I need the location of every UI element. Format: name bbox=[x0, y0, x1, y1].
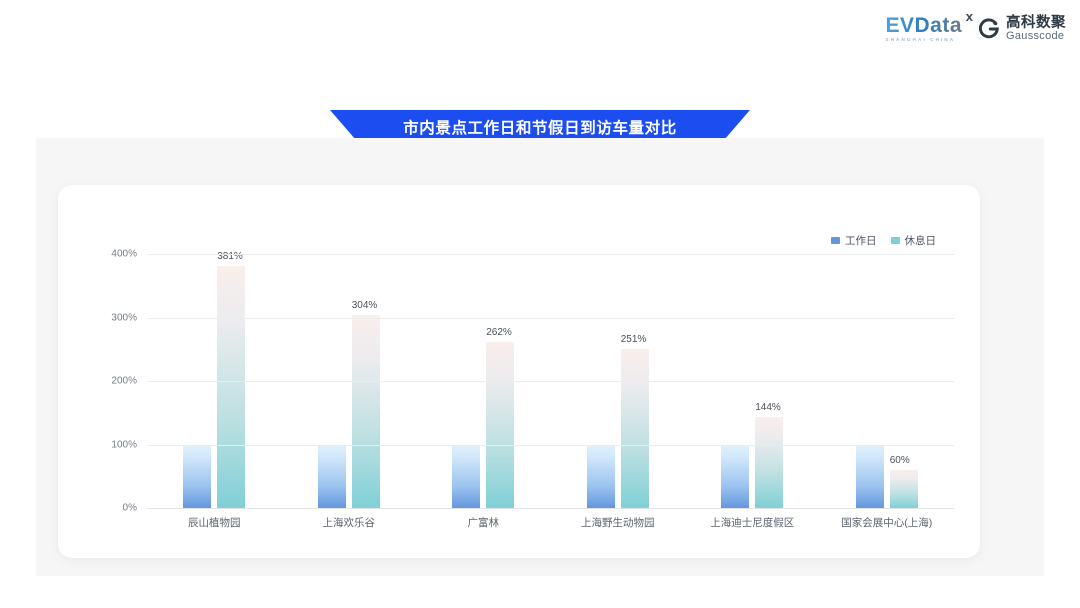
chart-plot-area: 381% 304% 262% 251% 144% 60% 0% 100% 200% 300% 40… bbox=[58, 185, 980, 558]
y-gridline bbox=[147, 254, 954, 255]
bar-rect[interactable] bbox=[586, 444, 615, 508]
bar-weekday[interactable] bbox=[855, 444, 884, 508]
y-axis-tick-label: 400% bbox=[111, 248, 137, 260]
y-axis-tick-label: 100% bbox=[111, 439, 137, 450]
evdata-logo-icon: EVData x SHANGHAI CHINA bbox=[885, 10, 973, 43]
bar-weekday[interactable] bbox=[452, 444, 481, 508]
bar-rect[interactable]: 381% bbox=[217, 251, 246, 508]
legend-label: 工作日 bbox=[845, 235, 877, 247]
legend-swatch-icon bbox=[890, 237, 900, 244]
bar-rect[interactable] bbox=[452, 444, 481, 508]
bar-value-label: 251% bbox=[620, 333, 647, 345]
bar-restday[interactable]: 144% bbox=[755, 402, 784, 508]
bar-restday[interactable]: 60% bbox=[889, 455, 918, 508]
evdata-superscript-x: x bbox=[965, 9, 973, 25]
gausscode-en-name: Gausscode bbox=[1006, 29, 1065, 42]
gausscode-cn-name: 高科数聚 bbox=[1006, 14, 1066, 31]
legend-item-weekday[interactable]: 工作日 bbox=[831, 233, 877, 248]
x-axis-category-label: 辰山植物园 bbox=[188, 517, 241, 529]
bar-value-label: 381% bbox=[217, 251, 243, 263]
bar-rect[interactable]: 304% bbox=[351, 300, 380, 508]
x-axis-category-label: 上海迪士尼度假区 bbox=[710, 517, 795, 529]
x-axis-category-label: 上海欢乐谷 bbox=[322, 517, 376, 529]
bar-value-label: 60% bbox=[889, 454, 910, 466]
bar-value-label: 262% bbox=[486, 326, 512, 338]
brand-bar: EVData x SHANGHAI CHINA 高科数聚 Gausscode bbox=[885, 10, 1066, 46]
x-axis-baseline bbox=[147, 508, 954, 509]
evdata-tagline: SHANGHAI CHINA bbox=[885, 37, 956, 43]
bar-weekday[interactable] bbox=[721, 444, 750, 508]
legend-label: 休息日 bbox=[904, 235, 937, 247]
y-axis-tick-label: 200% bbox=[111, 375, 137, 387]
y-axis-tick-label: 300% bbox=[111, 312, 137, 323]
bar-restday[interactable]: 262% bbox=[486, 327, 515, 508]
bar-value-label: 304% bbox=[351, 299, 378, 311]
evdata-wordmark: EVData bbox=[885, 14, 962, 38]
gausscode-mark-icon bbox=[978, 18, 1000, 40]
bar-rect[interactable]: 251% bbox=[620, 334, 649, 508]
bar-restday[interactable]: 381% bbox=[217, 251, 246, 508]
x-axis-category-label: 上海野生动物园 bbox=[581, 517, 655, 529]
y-gridline bbox=[147, 317, 954, 319]
y-gridline bbox=[147, 444, 954, 446]
x-axis-category-label: 国家会展中心(上海) bbox=[841, 517, 933, 529]
x-axis-category-label: 广富林 bbox=[467, 517, 500, 529]
bar-rect[interactable]: 262% bbox=[486, 327, 515, 508]
y-gridline bbox=[147, 381, 954, 382]
bar-restday[interactable]: 251% bbox=[620, 334, 649, 508]
chart-card: 工作日 休息日 381% 304% 262% 251% 144% 60% 0% 100% 200… bbox=[58, 185, 980, 558]
chart-bars-layer: 381% 304% 262% 251% 144% 60% bbox=[147, 185, 954, 558]
y-axis-tick-label: 0% bbox=[122, 502, 137, 514]
bar-restday[interactable]: 304% bbox=[351, 300, 380, 508]
bar-rect[interactable] bbox=[183, 444, 212, 508]
bar-rect[interactable] bbox=[317, 444, 346, 508]
bar-weekday[interactable] bbox=[317, 444, 346, 508]
bar-weekday[interactable] bbox=[183, 444, 212, 508]
bar-rect[interactable]: 60% bbox=[889, 455, 918, 508]
bar-rect[interactable]: 144% bbox=[755, 402, 784, 508]
legend-item-restday[interactable]: 休息日 bbox=[890, 233, 937, 248]
legend-swatch-icon bbox=[831, 237, 840, 244]
bar-value-label: 144% bbox=[755, 401, 781, 413]
bar-rect[interactable] bbox=[855, 444, 884, 508]
bar-rect[interactable] bbox=[721, 444, 750, 508]
gausscode-logo: 高科数聚 Gausscode bbox=[978, 14, 1066, 43]
chart-legend: 工作日 休息日 bbox=[831, 233, 936, 248]
bar-weekday[interactable] bbox=[586, 444, 615, 508]
